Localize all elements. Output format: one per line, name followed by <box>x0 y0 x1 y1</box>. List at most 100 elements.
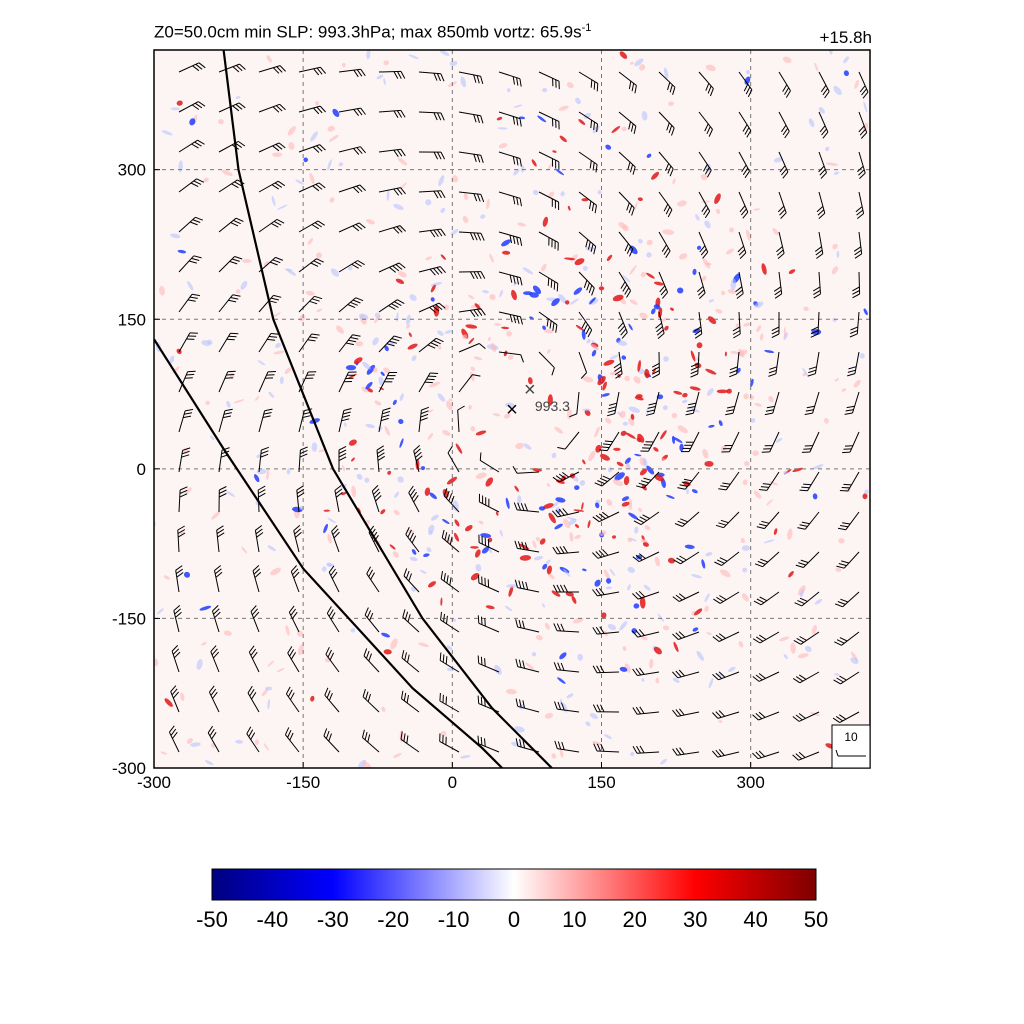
vorticity-cell <box>271 195 276 207</box>
wind-barb <box>440 611 460 633</box>
barb-staff <box>814 351 820 374</box>
vorticity-field <box>154 50 869 768</box>
vorticity-cell <box>327 533 332 544</box>
vorticity-cell <box>546 483 551 487</box>
vorticity-cell <box>240 280 248 290</box>
vorticity-cell <box>381 706 386 712</box>
vorticity-cell <box>531 159 537 167</box>
wind-barb <box>799 471 820 492</box>
barb-feather <box>632 746 638 754</box>
barb-staff <box>498 151 521 159</box>
wind-barb <box>400 731 420 753</box>
barb-feather <box>473 114 477 123</box>
barb-feather <box>364 731 368 740</box>
barb-feather <box>707 85 712 94</box>
barb-feather <box>774 289 782 296</box>
barb-feather <box>313 107 320 115</box>
vorticity-cell <box>221 169 233 176</box>
barb-feather <box>799 674 807 680</box>
vorticity-cell <box>854 79 859 89</box>
barb-feather <box>230 297 239 300</box>
barb-feather <box>411 491 418 500</box>
vorticity-cell <box>430 514 439 521</box>
vorticity-cell <box>487 337 491 341</box>
vorticity-cell <box>485 605 495 610</box>
barb-staff <box>772 391 780 414</box>
barb-feather <box>765 409 774 412</box>
barb-feather <box>363 648 368 657</box>
vorticity-cell <box>582 265 588 271</box>
barb-feather <box>360 69 366 77</box>
vorticity-cell <box>205 760 214 766</box>
barb-feather <box>520 503 525 511</box>
wind-barb <box>338 222 366 233</box>
barb-feather <box>356 147 363 154</box>
barb-staff <box>298 66 321 73</box>
barb-staff <box>618 191 635 209</box>
wind-barb <box>178 62 206 73</box>
vorticity-cell <box>519 555 532 561</box>
wind-barb <box>498 231 523 246</box>
vorticity-cell <box>275 343 281 348</box>
vorticity-cell <box>489 253 494 263</box>
barb-feather <box>197 139 205 145</box>
wind-barb <box>718 471 740 491</box>
barb-feather <box>771 326 780 332</box>
wind-barb <box>594 471 620 487</box>
vorticity-cell <box>677 200 687 207</box>
barb-feather <box>335 488 343 495</box>
vorticity-cell <box>634 58 644 67</box>
track-line <box>222 50 553 768</box>
vorticity-cell <box>718 420 723 427</box>
barb-feather <box>841 560 850 564</box>
barb-feather <box>426 378 435 381</box>
vorticity-cell <box>564 257 576 261</box>
vorticity-cell <box>488 547 493 554</box>
vorticity-cell <box>718 720 723 723</box>
barb-staff <box>684 471 700 490</box>
barb-staff <box>218 294 234 313</box>
x-tick-label: 0 <box>448 773 457 792</box>
vorticity-cell <box>626 462 632 470</box>
wind-barb <box>457 405 465 433</box>
barb-feather <box>806 405 815 409</box>
barb-feather <box>509 274 513 283</box>
barb-feather <box>214 611 221 619</box>
barb-feather <box>409 532 414 541</box>
barb-feather <box>636 745 641 754</box>
vorticity-cell <box>689 386 701 391</box>
barb-feather <box>824 91 830 99</box>
barb-staff <box>718 671 740 681</box>
barb-feather <box>756 636 764 642</box>
vorticity-cell <box>267 660 275 667</box>
vorticity-cell <box>356 473 363 480</box>
vorticity-cell <box>634 526 639 534</box>
barb-staff <box>298 449 301 473</box>
barb-staff <box>168 731 180 753</box>
wind-barb <box>218 332 239 353</box>
barb-feather <box>271 222 279 228</box>
vorticity-cell <box>160 751 168 755</box>
barb-staff <box>762 551 780 568</box>
barb-feather <box>647 406 656 409</box>
barb-feather <box>758 489 767 491</box>
vorticity-cell <box>397 157 408 166</box>
vorticity-cell <box>460 755 471 759</box>
barb-feather <box>519 739 522 748</box>
vorticity-cell <box>737 349 748 357</box>
vorticity-cell <box>544 622 550 630</box>
barb-staff <box>597 631 620 635</box>
barb-feather <box>705 83 710 91</box>
vorticity-cell <box>622 646 627 652</box>
vorticity-cell <box>621 355 627 360</box>
barb-staff <box>738 71 753 91</box>
barb-feather <box>219 486 227 491</box>
barb-feather <box>195 63 203 70</box>
wind-barb <box>458 111 484 124</box>
barb-feather <box>587 329 593 338</box>
vorticity-cell <box>437 330 444 336</box>
barb-feather <box>754 563 763 568</box>
wind-barb <box>293 525 302 553</box>
barb-feather <box>631 83 635 92</box>
barb-feather <box>231 258 240 262</box>
